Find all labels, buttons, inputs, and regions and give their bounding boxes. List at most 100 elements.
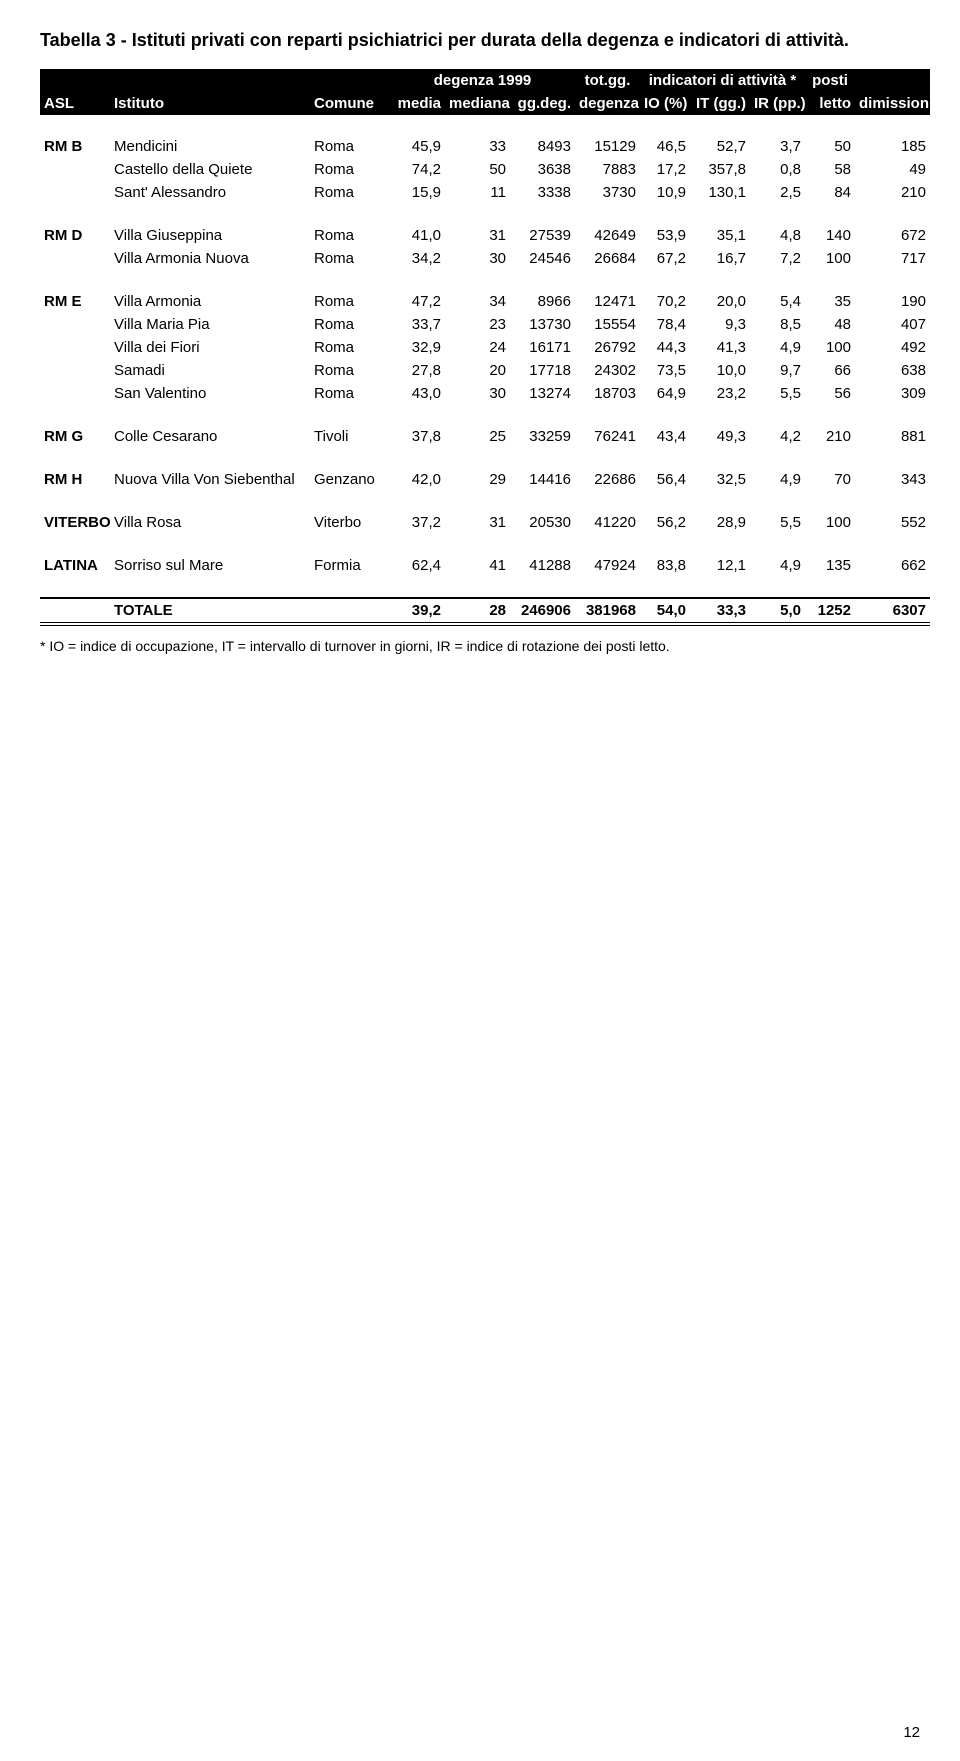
col-istituto: Istituto — [110, 69, 310, 115]
cell-istituto: Villa Rosa — [110, 511, 310, 534]
cell-media: 41,0 — [390, 224, 445, 247]
cell-dim: 638 — [855, 359, 930, 382]
cell-total-posti: 1252 — [805, 598, 855, 624]
cell-it: 28,9 — [690, 511, 750, 534]
cell-it: 16,7 — [690, 247, 750, 270]
col-dimissioni: dimissioni — [855, 69, 930, 115]
cell-dim: 407 — [855, 313, 930, 336]
cell-ggdeg: 8493 — [510, 135, 575, 158]
col-it: IT (gg.) — [690, 92, 750, 115]
cell-ir: 7,2 — [750, 247, 805, 270]
spacer — [40, 204, 930, 224]
cell-mediana: 34 — [445, 290, 510, 313]
cell-ir: 5,4 — [750, 290, 805, 313]
cell-istituto: Colle Cesarano — [110, 425, 310, 448]
cell-total-totgg: 381968 — [575, 598, 640, 624]
cell-comune: Roma — [310, 181, 390, 204]
cell-asl: RM D — [40, 224, 110, 247]
cell-mediana: 11 — [445, 181, 510, 204]
cell-ggdeg: 3638 — [510, 158, 575, 181]
cell-total-io: 54,0 — [640, 598, 690, 624]
cell-it: 12,1 — [690, 554, 750, 577]
cell-totgg: 47924 — [575, 554, 640, 577]
cell-posti: 66 — [805, 359, 855, 382]
cell-media: 34,2 — [390, 247, 445, 270]
cell-media: 62,4 — [390, 554, 445, 577]
cell-io: 56,4 — [640, 468, 690, 491]
colgroup-totgg: tot.gg. — [575, 69, 640, 92]
col-ir: IR (pp.) — [750, 92, 805, 115]
cell-istituto: Sorriso sul Mare — [110, 554, 310, 577]
cell-mediana: 50 — [445, 158, 510, 181]
cell-mediana: 20 — [445, 359, 510, 382]
cell-dim: 672 — [855, 224, 930, 247]
cell-it: 49,3 — [690, 425, 750, 448]
cell-asl — [40, 336, 110, 359]
cell-dim: 717 — [855, 247, 930, 270]
cell-it: 52,7 — [690, 135, 750, 158]
cell-asl — [40, 247, 110, 270]
cell-comune: Genzano — [310, 468, 390, 491]
cell-media: 27,8 — [390, 359, 445, 382]
cell-istituto: Castello della Quiete — [110, 158, 310, 181]
cell-posti: 58 — [805, 158, 855, 181]
table-row: LATINASorriso sul MareFormia62,441412884… — [40, 554, 930, 577]
cell-media: 37,2 — [390, 511, 445, 534]
cell-it: 20,0 — [690, 290, 750, 313]
cell-empty — [40, 598, 110, 624]
cell-totgg: 42649 — [575, 224, 640, 247]
cell-total-ir: 5,0 — [750, 598, 805, 624]
cell-ir: 4,9 — [750, 468, 805, 491]
cell-dim: 492 — [855, 336, 930, 359]
cell-mediana: 30 — [445, 247, 510, 270]
cell-posti: 100 — [805, 336, 855, 359]
cell-io: 67,2 — [640, 247, 690, 270]
cell-posti: 140 — [805, 224, 855, 247]
cell-ir: 5,5 — [750, 382, 805, 405]
cell-istituto: Villa dei Fiori — [110, 336, 310, 359]
cell-comune: Roma — [310, 313, 390, 336]
cell-asl: RM H — [40, 468, 110, 491]
cell-io: 43,4 — [640, 425, 690, 448]
cell-dim: 343 — [855, 468, 930, 491]
cell-istituto: Villa Armonia Nuova — [110, 247, 310, 270]
cell-media: 42,0 — [390, 468, 445, 491]
cell-ggdeg: 3338 — [510, 181, 575, 204]
cell-ir: 5,5 — [750, 511, 805, 534]
cell-istituto: Villa Armonia — [110, 290, 310, 313]
cell-mediana: 31 — [445, 511, 510, 534]
cell-asl — [40, 382, 110, 405]
data-table: ASL Istituto Comune degenza 1999 tot.gg.… — [40, 69, 930, 626]
cell-mediana: 31 — [445, 224, 510, 247]
cell-istituto: Mendicini — [110, 135, 310, 158]
cell-comune: Roma — [310, 336, 390, 359]
cell-total-label: TOTALE — [110, 598, 310, 624]
table-row: San ValentinoRoma43,030132741870364,923,… — [40, 382, 930, 405]
cell-asl: RM E — [40, 290, 110, 313]
cell-totgg: 7883 — [575, 158, 640, 181]
cell-totgg: 15129 — [575, 135, 640, 158]
cell-ggdeg: 33259 — [510, 425, 575, 448]
spacer — [40, 577, 930, 598]
cell-dim: 309 — [855, 382, 930, 405]
table-row: RM BMendiciniRoma45,93384931512946,552,7… — [40, 135, 930, 158]
cell-comune: Roma — [310, 135, 390, 158]
cell-comune: Roma — [310, 290, 390, 313]
table-row: Villa Maria PiaRoma33,723137301555478,49… — [40, 313, 930, 336]
cell-dim: 881 — [855, 425, 930, 448]
cell-media: 15,9 — [390, 181, 445, 204]
col-mediana: mediana — [445, 92, 510, 115]
total-row: TOTALE39,22824690638196854,033,35,012526… — [40, 598, 930, 624]
cell-dim: 662 — [855, 554, 930, 577]
cell-dim: 210 — [855, 181, 930, 204]
cell-totgg: 15554 — [575, 313, 640, 336]
cell-ggdeg: 14416 — [510, 468, 575, 491]
cell-ir: 4,9 — [750, 336, 805, 359]
cell-io: 64,9 — [640, 382, 690, 405]
cell-dim: 190 — [855, 290, 930, 313]
cell-totgg: 12471 — [575, 290, 640, 313]
cell-ggdeg: 17718 — [510, 359, 575, 382]
cell-ggdeg: 13730 — [510, 313, 575, 336]
table-row: Villa dei FioriRoma32,924161712679244,34… — [40, 336, 930, 359]
cell-asl: VITERBO — [40, 511, 110, 534]
